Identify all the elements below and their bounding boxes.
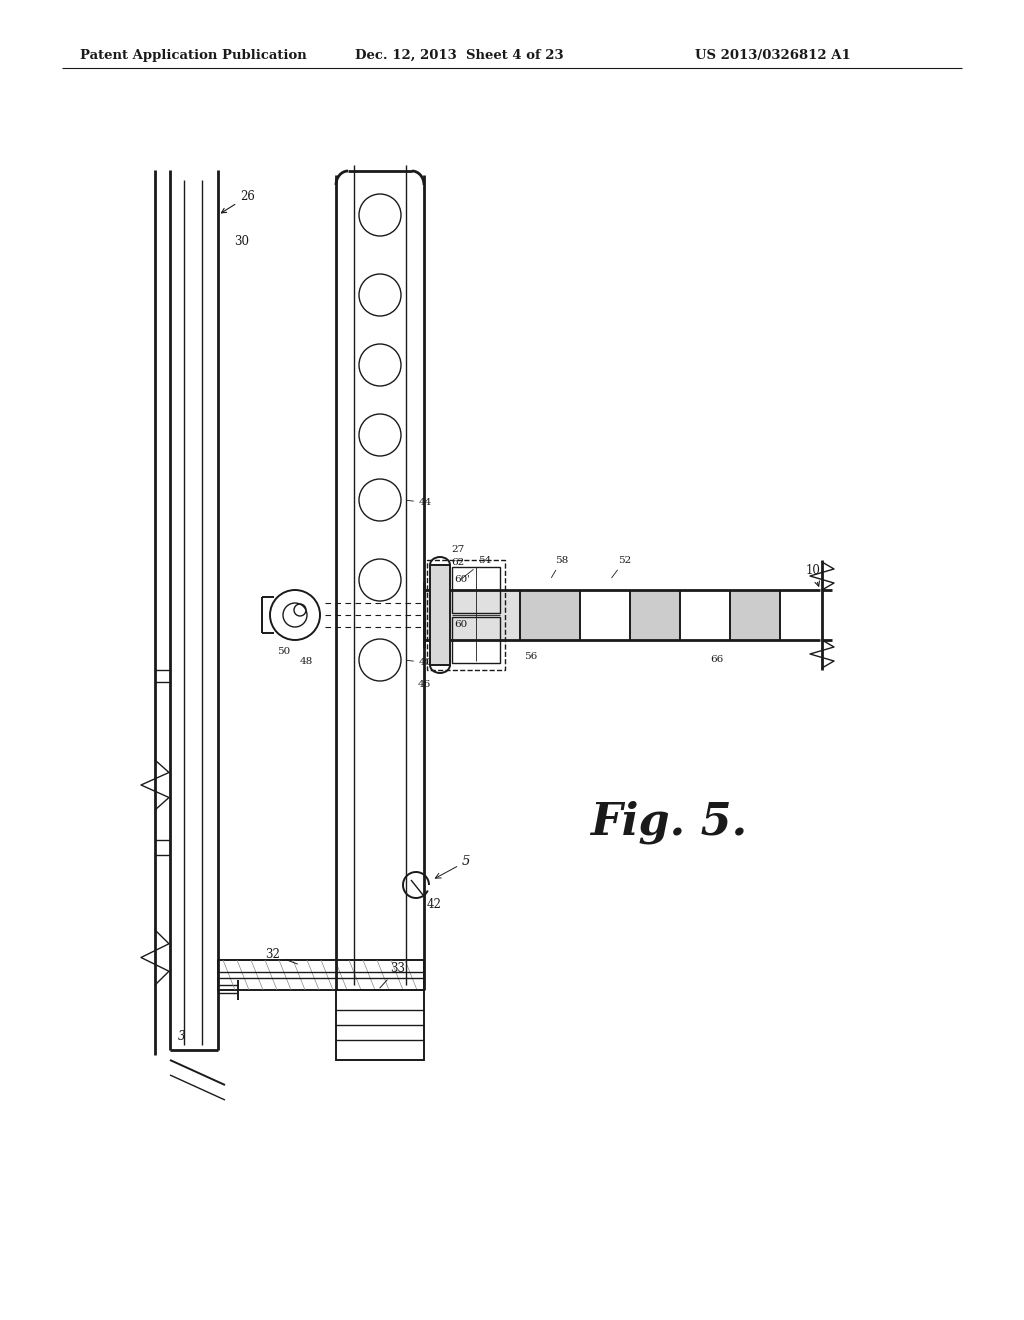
Text: 32: 32: [265, 948, 297, 964]
Text: 54: 54: [462, 556, 492, 578]
Text: 33: 33: [380, 962, 406, 987]
Bar: [336, 990, 424, 1060]
Text: 50: 50: [278, 647, 290, 656]
Text: 42: 42: [427, 898, 442, 911]
Text: 60: 60: [454, 620, 467, 630]
Text: 52: 52: [611, 556, 631, 578]
Text: 48: 48: [300, 657, 313, 667]
Text: 62: 62: [451, 558, 464, 568]
Text: 30: 30: [234, 235, 249, 248]
Bar: [630, 590, 680, 640]
Bar: [426, 590, 520, 640]
Text: 3: 3: [178, 1030, 185, 1043]
Bar: [427, 560, 505, 671]
Text: Fig. 5.: Fig. 5.: [590, 800, 748, 843]
Text: 44: 44: [407, 498, 432, 507]
Text: 46: 46: [418, 680, 431, 689]
Bar: [430, 565, 450, 665]
Text: US 2013/0326812 A1: US 2013/0326812 A1: [695, 49, 851, 62]
Bar: [452, 616, 500, 663]
Text: 60': 60': [454, 576, 470, 583]
Text: 56: 56: [524, 652, 538, 661]
Text: 5: 5: [435, 855, 470, 878]
Bar: [218, 960, 424, 990]
Text: 26: 26: [221, 190, 255, 213]
Text: Dec. 12, 2013  Sheet 4 of 23: Dec. 12, 2013 Sheet 4 of 23: [355, 49, 563, 62]
Text: 58: 58: [551, 556, 568, 578]
Bar: [520, 590, 580, 640]
Text: 27: 27: [451, 545, 464, 554]
Text: 10: 10: [806, 564, 821, 586]
Text: 66: 66: [710, 655, 723, 664]
Text: Patent Application Publication: Patent Application Publication: [80, 49, 307, 62]
Bar: [452, 568, 500, 612]
Bar: [730, 590, 780, 640]
Text: 40: 40: [407, 657, 432, 667]
